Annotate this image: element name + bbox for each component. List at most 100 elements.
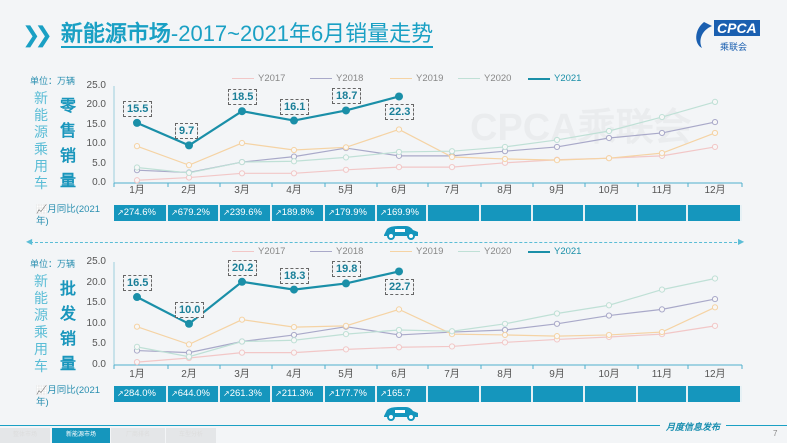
logo-sub: 乘联会 [720,42,748,52]
yoy-value: 239.6% [229,207,262,218]
x-tick-label: 3月 [234,185,250,196]
footer-line [0,425,787,426]
data-point-Y2018 [658,129,666,137]
x-tick-label: 10月 [598,369,620,380]
trend-up-icon: ↗ [275,208,282,217]
data-point-Y2020 [711,275,719,282]
side-label-char: 源 [34,307,48,323]
trend-up-icon: ↗ [223,389,230,398]
legend-swatch [310,251,332,252]
legend-swatch [528,250,550,253]
data-label: 19.8 [332,261,362,278]
tab-maker-ranking[interactable]: 厂商排名 [111,428,165,443]
data-point-Y2019 [448,153,456,161]
series-line-Y2018 [136,298,716,354]
series-line-Y2020 [136,101,716,174]
x-tick-label: 3月 [234,369,250,380]
yoy-label-text: 月同比(2021年) [36,204,101,227]
x-tick-label: 6月 [391,369,407,380]
data-point-Y2021 [185,319,193,328]
data-point-Y2020 [605,127,613,135]
x-tick-label: 8月 [497,185,513,196]
data-point-Y2020 [448,148,456,155]
series-line-Y2018 [136,121,716,174]
y-tick-label: 0.0 [92,177,106,188]
data-point-Y2021 [395,267,403,276]
legend-label: Y2020 [484,246,512,257]
legend-swatch [458,78,480,79]
legend-label: Y2021 [554,73,582,84]
data-point-Y2021 [342,279,350,288]
legend-label: Y2019 [416,246,444,257]
yoy-value: 679.2% [177,207,210,218]
yoy-cell: ↗189.8% [272,205,325,221]
data-point-Y2021 [238,277,246,286]
yoy-cell [688,386,742,402]
car-icon [382,224,420,240]
side-label: 新能源乘用车 [34,90,48,192]
side-label-char: 源 [34,124,48,140]
side-label-char: 能 [34,290,48,306]
data-point-Y2020 [711,98,719,106]
tab-nev-market[interactable]: 新能源市场 [52,428,110,443]
yoy-value: 274.6% [123,207,156,218]
series-line-Y2021 [136,270,400,326]
tab-overall-market[interactable]: 整体市场 [0,428,50,443]
data-point-Y2017 [501,339,509,346]
x-tick-label: 2月 [181,369,197,380]
legend-swatch [232,78,254,79]
trend-chart-icon: 📈 [36,204,48,214]
legend-label: Y2021 [554,246,582,257]
data-point-Y2017 [133,359,141,366]
data-point-Y2019 [395,306,403,313]
series-line-Y2021 [136,95,400,147]
yoy-cell [585,386,638,402]
data-point-Y2020 [658,113,666,121]
legend-label: Y2017 [258,246,286,257]
section-divider [30,242,742,243]
legend-label: Y2019 [416,73,444,84]
x-tick-label: 11月 [651,185,673,196]
legend-item-Y2018: Y2018 [310,73,363,84]
data-point-Y2017 [395,344,403,351]
yoy-cell [638,386,688,402]
data-point-Y2020 [133,164,141,171]
data-point-Y2020 [605,302,613,309]
yoy-value: 189.8% [281,207,314,218]
data-point-Y2020 [395,148,403,156]
trend-up-icon: ↗ [171,208,178,217]
data-point-Y2021 [342,106,350,115]
y-tick-label: 10.0 [86,317,106,329]
data-point-Y2019 [605,155,613,162]
data-point-Y2018 [711,118,719,126]
data-point-Y2021 [395,92,403,101]
data-point-Y2017 [133,177,141,184]
car-icon [382,405,420,421]
data-point-Y2017 [238,170,246,177]
x-tick-label: 7月 [444,369,460,380]
legend-swatch [390,251,412,252]
data-point-Y2018 [501,326,509,334]
logo-swirl-icon [696,22,712,48]
legend-item-Y2020: Y2020 [458,73,511,84]
data-label: 22.7 [385,279,415,296]
data-label: 9.7 [175,123,199,140]
data-point-Y2019 [605,331,613,339]
legend-item-Y2018: Y2018 [310,246,363,257]
yoy-cell [481,386,533,402]
yoy-label: 📈月同比(2021年) [36,384,106,409]
tab-model-analysis[interactable]: 车型分析 [166,428,216,443]
data-point-Y2020 [290,337,298,344]
legend-label: Y2017 [258,73,286,84]
data-point-Y2020 [342,331,350,338]
data-point-Y2017 [395,163,403,171]
x-tick-label: 10月 [598,185,620,196]
data-point-Y2019 [711,129,719,137]
x-tick-label: 4月 [286,369,302,380]
yoy-cell: ↗179.9% [325,205,377,221]
trend-up-icon: ↗ [328,208,335,217]
x-tick-label: 7月 [444,185,460,196]
data-point-Y2019 [290,146,298,154]
legend-item-Y2019: Y2019 [390,246,443,257]
